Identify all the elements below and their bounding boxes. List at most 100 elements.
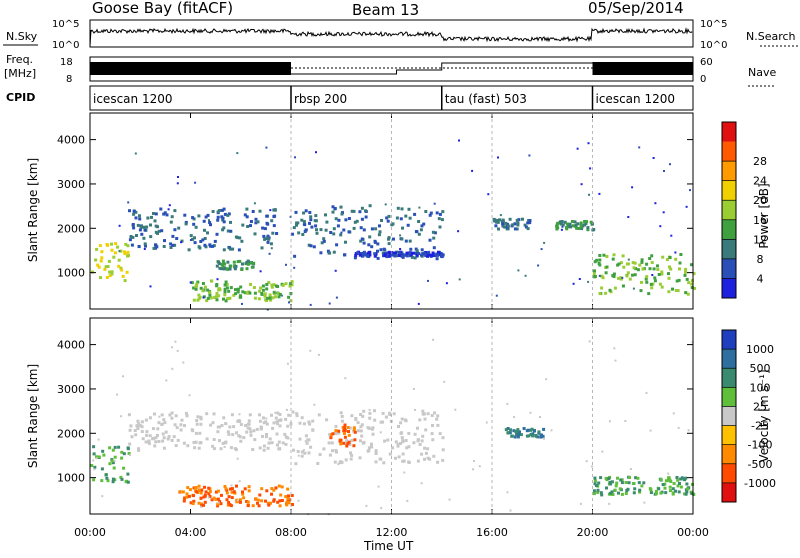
data-cell — [177, 176, 179, 178]
data-cell — [154, 212, 158, 216]
data-cell — [397, 455, 401, 459]
data-cell — [192, 441, 196, 444]
data-cell — [219, 502, 223, 506]
data-cell — [145, 433, 149, 437]
data-cell — [631, 186, 634, 189]
data-cell — [332, 250, 336, 254]
data-cell — [367, 243, 371, 247]
data-cell — [226, 260, 230, 264]
data-cell — [649, 429, 652, 432]
data-cell — [246, 426, 250, 430]
power-ylabel: Slant Range [km] — [26, 158, 40, 262]
data-cell — [346, 442, 350, 445]
data-cell — [134, 216, 138, 220]
data-cell — [249, 433, 253, 437]
colorbar-swatch — [722, 368, 736, 388]
data-cell — [197, 293, 201, 297]
data-cell — [385, 251, 389, 255]
data-cell — [626, 271, 630, 275]
data-cell — [113, 455, 117, 459]
data-cell — [304, 434, 308, 438]
colorbar-swatch — [722, 444, 736, 464]
data-cell — [622, 265, 626, 269]
data-cell — [327, 441, 331, 445]
data-cell — [277, 295, 281, 299]
data-cell — [368, 204, 372, 208]
data-cell — [524, 225, 528, 229]
data-cell — [576, 222, 580, 226]
data-cell — [138, 214, 141, 218]
data-cell — [211, 244, 215, 248]
data-cell — [201, 289, 205, 293]
data-cell — [295, 414, 299, 418]
data-cell — [223, 290, 227, 294]
data-cell — [362, 241, 366, 245]
data-cell — [226, 503, 230, 507]
data-cell — [216, 504, 220, 508]
data-cell — [199, 496, 203, 500]
data-cell — [407, 251, 411, 255]
data-cell — [339, 442, 343, 446]
data-cell — [407, 207, 411, 211]
data-cell — [220, 208, 224, 212]
colorbar-swatch — [722, 425, 736, 445]
data-cell — [531, 434, 535, 438]
data-cell — [135, 234, 138, 237]
data-cell — [598, 254, 602, 257]
station-title: Goose Bay (fitACF) — [92, 0, 233, 17]
data-cell — [426, 254, 429, 258]
data-cell — [263, 237, 267, 241]
data-cell — [332, 227, 336, 231]
data-cell — [661, 483, 665, 487]
data-cell — [123, 279, 127, 283]
data-cell — [397, 254, 401, 257]
data-cell — [113, 445, 117, 449]
data-cell — [620, 492, 624, 496]
data-cell — [258, 413, 261, 417]
data-cell — [222, 416, 226, 420]
data-cell — [274, 295, 278, 299]
data-cell — [252, 429, 256, 433]
data-cell — [208, 495, 212, 498]
data-cell — [656, 264, 659, 268]
data-cell — [545, 378, 548, 381]
data-cell — [190, 281, 194, 285]
data-cell — [441, 458, 445, 462]
x-tick-label: 12:00 — [376, 526, 408, 539]
data-cell — [555, 224, 559, 228]
data-cell — [296, 450, 300, 453]
colorbar-frame — [721, 329, 737, 503]
data-cell — [216, 502, 220, 506]
data-cell — [260, 487, 264, 491]
noise-left-tick-bottom: 10^0 — [52, 40, 79, 51]
data-cell — [328, 251, 332, 255]
data-cell — [404, 439, 408, 442]
data-cell — [183, 213, 187, 217]
data-cell — [645, 280, 649, 284]
data-cell — [621, 254, 625, 258]
data-cell — [628, 476, 631, 479]
data-cell — [609, 482, 613, 486]
data-cell — [284, 417, 288, 421]
data-cell — [344, 218, 348, 222]
data-cell — [152, 246, 156, 250]
data-cell — [416, 426, 419, 430]
data-cell — [457, 230, 460, 233]
data-cell — [234, 264, 238, 268]
data-cell — [420, 439, 424, 443]
data-cell — [373, 239, 377, 243]
data-cell — [421, 409, 425, 413]
data-cell — [402, 459, 406, 463]
data-cell — [517, 432, 521, 436]
data-cell — [615, 481, 619, 485]
data-cell — [367, 251, 371, 255]
data-cell — [653, 279, 657, 283]
data-cell — [384, 203, 387, 206]
data-cell — [188, 394, 191, 397]
data-cell — [368, 408, 371, 411]
data-cell — [231, 247, 235, 251]
data-cell — [658, 282, 662, 286]
data-cell — [157, 440, 161, 443]
data-cell — [356, 251, 360, 255]
data-cell — [591, 228, 595, 232]
